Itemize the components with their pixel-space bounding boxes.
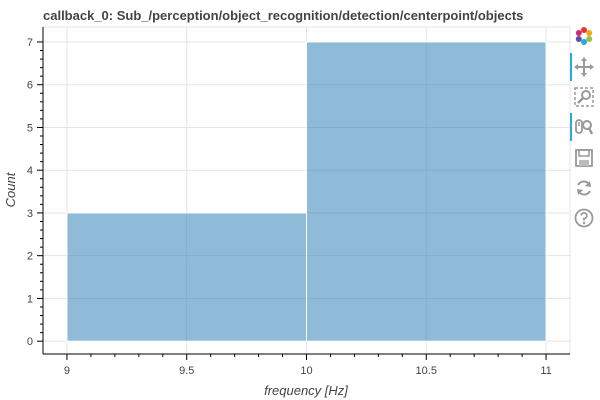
chart-title: callback_0: Sub_/perception/object_recog… xyxy=(43,8,523,23)
histogram-bar[interactable] xyxy=(306,41,547,342)
pan-icon xyxy=(574,57,594,77)
save-icon xyxy=(575,149,593,167)
wheel-zoom-tool-button[interactable] xyxy=(568,113,600,141)
reset-icon xyxy=(577,180,591,196)
x-tick-label: 9.5 xyxy=(179,365,194,377)
save-tool-button[interactable] xyxy=(568,144,600,172)
x-tick-label: 11 xyxy=(540,365,551,377)
histogram-bars[interactable] xyxy=(66,41,547,342)
y-axis-label: Count xyxy=(3,171,18,207)
y-tick-label: 6 xyxy=(27,80,33,92)
box-zoom-tool-button[interactable] xyxy=(568,83,600,111)
chart-toolbar xyxy=(568,22,600,242)
x-tick-label: 9 xyxy=(64,365,70,377)
y-tick-label: 5 xyxy=(27,122,33,134)
y-tick-label: 2 xyxy=(27,251,33,263)
y-tick-label: 7 xyxy=(27,37,33,49)
y-tick-label: 0 xyxy=(27,336,33,348)
bokeh-logo-icon[interactable] xyxy=(568,22,600,50)
y-axis: 0 1 2 3 4 5 6 7 xyxy=(27,27,44,354)
active-indicator xyxy=(570,53,572,81)
x-axis-label: frequency [Hz] xyxy=(264,383,348,398)
x-tick-label: 10.5 xyxy=(416,365,437,377)
active-indicator xyxy=(570,113,572,141)
x-axis: 9 9.5 10 10.5 11 xyxy=(43,353,570,377)
help-icon xyxy=(574,208,594,228)
reset-tool-button[interactable] xyxy=(568,174,600,202)
pan-tool-button[interactable] xyxy=(568,53,600,81)
help-tool-button[interactable] xyxy=(568,204,600,232)
y-tick-label: 4 xyxy=(27,165,33,177)
histogram-bar[interactable] xyxy=(66,212,307,342)
wheel-zoom-icon xyxy=(575,119,594,135)
box-zoom-icon xyxy=(574,87,594,107)
y-tick-label: 1 xyxy=(27,293,33,305)
y-tick-label: 3 xyxy=(27,208,33,220)
x-tick-label: 10 xyxy=(300,365,312,377)
